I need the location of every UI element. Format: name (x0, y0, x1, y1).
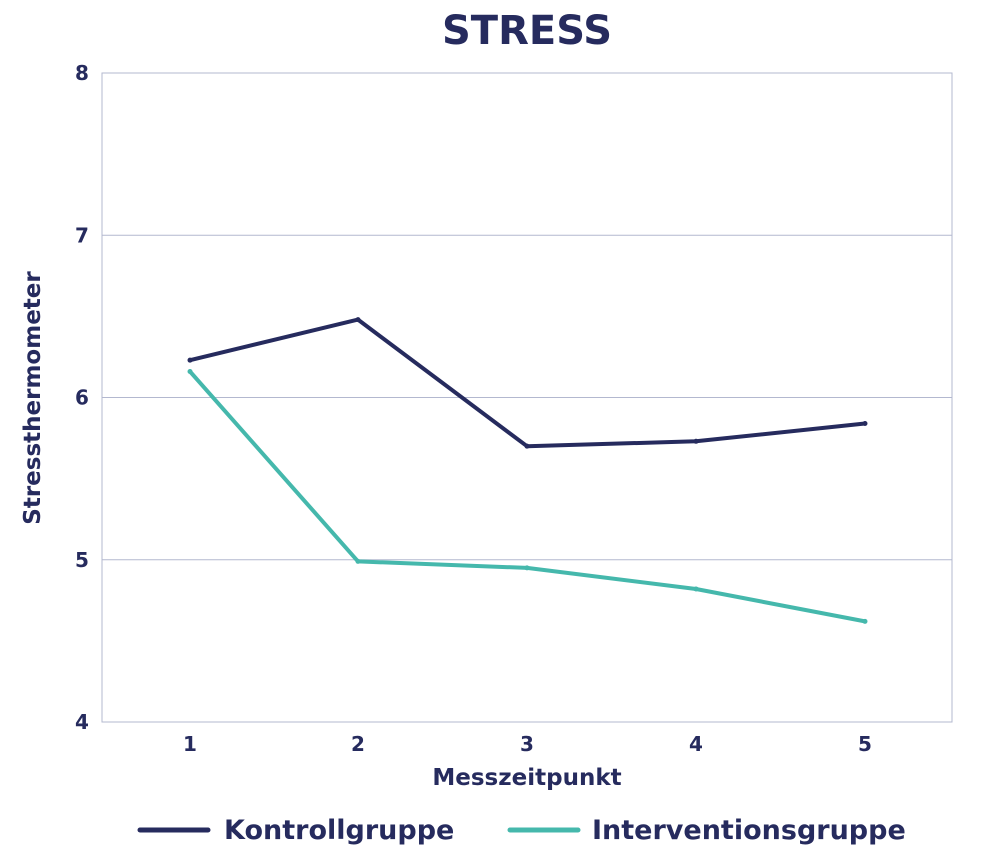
legend-label: Kontrollgruppe (224, 815, 454, 846)
legend-item: Interventionsgruppe (507, 815, 906, 846)
legend-item: Kontrollgruppe (137, 815, 454, 846)
y-tick-label: 6 (75, 386, 89, 410)
y-tick-label: 5 (75, 548, 89, 572)
data-point (524, 565, 530, 571)
x-tick-label: 3 (520, 732, 534, 756)
series-line-kontrollgruppe (188, 317, 867, 449)
y-tick-label: 4 (75, 710, 89, 734)
x-tick-label: 5 (858, 732, 872, 756)
grid-lines (102, 234, 952, 561)
series-lines (187, 317, 868, 624)
chart-title: STRESS (442, 8, 612, 54)
data-point (187, 357, 193, 363)
data-point (693, 586, 699, 592)
x-tick-label: 1 (183, 732, 197, 756)
legend-label: Interventionsgruppe (592, 815, 906, 846)
y-tick-label: 8 (75, 61, 89, 85)
y-axis-ticks: 4 5 6 7 8 (75, 61, 89, 734)
series-line-interventionsgruppe (188, 369, 867, 624)
x-tick-label: 4 (689, 732, 703, 756)
x-tick-label: 2 (351, 732, 365, 756)
y-axis-label: Stressthermometer (20, 271, 46, 525)
data-point (524, 443, 530, 449)
data-point (355, 317, 361, 323)
data-point (187, 369, 193, 375)
data-point (862, 420, 868, 426)
y-tick-label: 7 (75, 223, 89, 247)
plot-frame (101, 72, 953, 723)
data-point (693, 438, 699, 444)
data-point (355, 558, 361, 564)
legend: Kontrollgruppe Interventionsgruppe (137, 815, 906, 846)
x-axis-ticks: 1 2 3 4 5 (183, 732, 872, 756)
x-axis-label: Messzeitpunkt (432, 765, 621, 791)
data-point (862, 618, 868, 624)
